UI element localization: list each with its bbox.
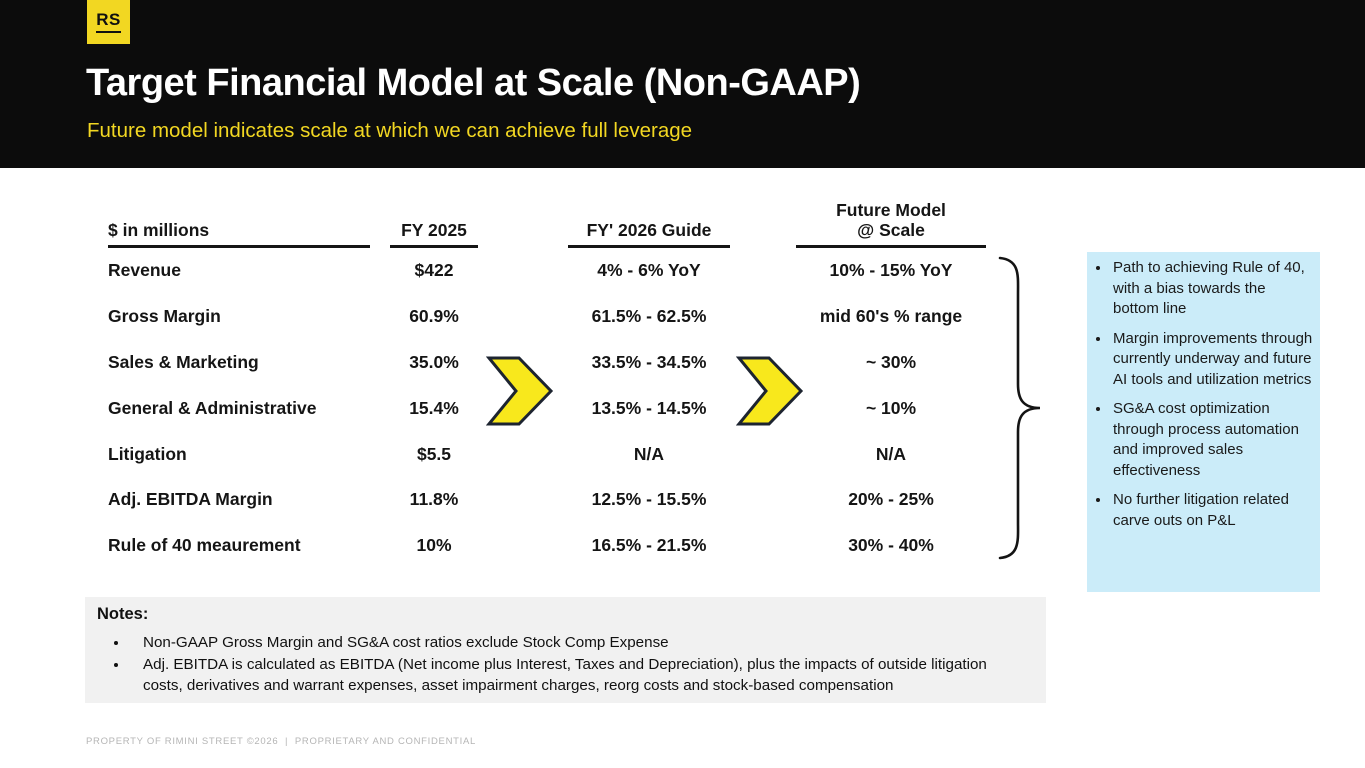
curly-brace-icon — [998, 256, 1041, 560]
table-row: Revenue $422 4% - 6% YoY 10% - 15% YoY — [108, 248, 990, 294]
row-label: Sales & Marketing — [108, 351, 259, 372]
table-row: Rule of 40 meaurement 10% 16.5% - 21.5% … — [108, 523, 990, 569]
callout-bullet: Margin improvements through currently un… — [1111, 329, 1314, 391]
note-item: Non-GAAP Gross Margin and SG&A cost rati… — [129, 633, 1030, 654]
footer-confidential: PROPERTY OF RIMINI STREET ©2026 | PROPRI… — [86, 736, 477, 747]
notes-box: Notes: Non-GAAP Gross Margin and SG&A co… — [85, 597, 1046, 703]
cell-future: mid 60's % range — [819, 306, 963, 327]
row-label: Gross Margin — [108, 306, 221, 327]
cell-future: ~ 30% — [865, 351, 917, 372]
chevron-right-icon — [486, 356, 554, 426]
callout-box: Path to achieving Rule of 40, with a bia… — [1087, 252, 1320, 592]
cell-fy2025: 35.0% — [409, 351, 459, 372]
cell-fy2026: 16.5% - 21.5% — [591, 535, 707, 556]
table-row: General & Administrative 15.4% 13.5% - 1… — [108, 385, 990, 431]
notes-list: Non-GAAP Gross Margin and SG&A cost rati… — [97, 633, 1030, 697]
cell-fy2026: 33.5% - 34.5% — [591, 351, 707, 372]
cell-fy2026: N/A — [633, 443, 665, 464]
column-header-units: $ in millions — [108, 220, 370, 248]
notes-heading: Notes: — [97, 605, 149, 623]
slide-title: Target Financial Model at Scale (Non-GAA… — [86, 62, 861, 104]
cell-fy2026: 4% - 6% YoY — [597, 260, 701, 281]
table-header-row: $ in millions FY 2025 FY' 2026 Guide Fut… — [108, 184, 990, 248]
cell-fy2025: $422 — [414, 260, 454, 281]
table-row: Gross Margin 60.9% 61.5% - 62.5% mid 60'… — [108, 294, 990, 340]
row-label: Adj. EBITDA Margin — [108, 489, 273, 510]
slide-subtitle: Future model indicates scale at which we… — [87, 119, 693, 142]
header-band: RS Target Financial Model at Scale (Non-… — [0, 0, 1365, 168]
note-item: Adj. EBITDA is calculated as EBITDA (Net… — [129, 655, 1030, 697]
column-header-fy2026-guide: FY' 2026 Guide — [556, 220, 742, 248]
brand-logo-text: RS — [96, 10, 121, 33]
cell-future: N/A — [875, 443, 907, 464]
table-row: Sales & Marketing 35.0% 33.5% - 34.5% ~ … — [108, 340, 990, 386]
cell-fy2025: 11.8% — [409, 489, 459, 510]
cell-future: 30% - 40% — [848, 535, 934, 556]
row-label: Rule of 40 meaurement — [108, 535, 301, 556]
callout-bullet: No further litigation related carve outs… — [1111, 490, 1314, 531]
row-label: Litigation — [108, 443, 187, 464]
callout-bullet: Path to achieving Rule of 40, with a bia… — [1111, 258, 1314, 320]
chevron-right-icon — [736, 356, 804, 426]
table-row: Litigation $5.5 N/A N/A — [108, 431, 990, 477]
cell-future: 20% - 25% — [848, 489, 934, 510]
callout-bullet-list: Path to achieving Rule of 40, with a bia… — [1089, 258, 1314, 532]
cell-fy2026: 12.5% - 15.5% — [591, 489, 707, 510]
cell-fy2025: 10% — [416, 535, 452, 556]
cell-fy2025: 15.4% — [409, 397, 459, 418]
table-row: Adj. EBITDA Margin 11.8% 12.5% - 15.5% 2… — [108, 477, 990, 523]
column-header-fy2025: FY 2025 — [370, 220, 498, 248]
brand-logo: RS — [87, 0, 130, 44]
financial-table: $ in millions FY 2025 FY' 2026 Guide Fut… — [108, 184, 990, 569]
row-label: Revenue — [108, 260, 181, 281]
cell-fy2025: $5.5 — [416, 443, 452, 464]
column-header-future-model: Future Model @ Scale — [792, 200, 990, 248]
cell-future: ~ 10% — [865, 397, 917, 418]
cell-fy2026: 13.5% - 14.5% — [591, 397, 707, 418]
callout-bullet: SG&A cost optimization through process a… — [1111, 399, 1314, 481]
row-label: General & Administrative — [108, 397, 317, 418]
cell-future: 10% - 15% YoY — [829, 260, 953, 281]
cell-fy2026: 61.5% - 62.5% — [591, 306, 707, 327]
cell-fy2025: 60.9% — [409, 306, 459, 327]
